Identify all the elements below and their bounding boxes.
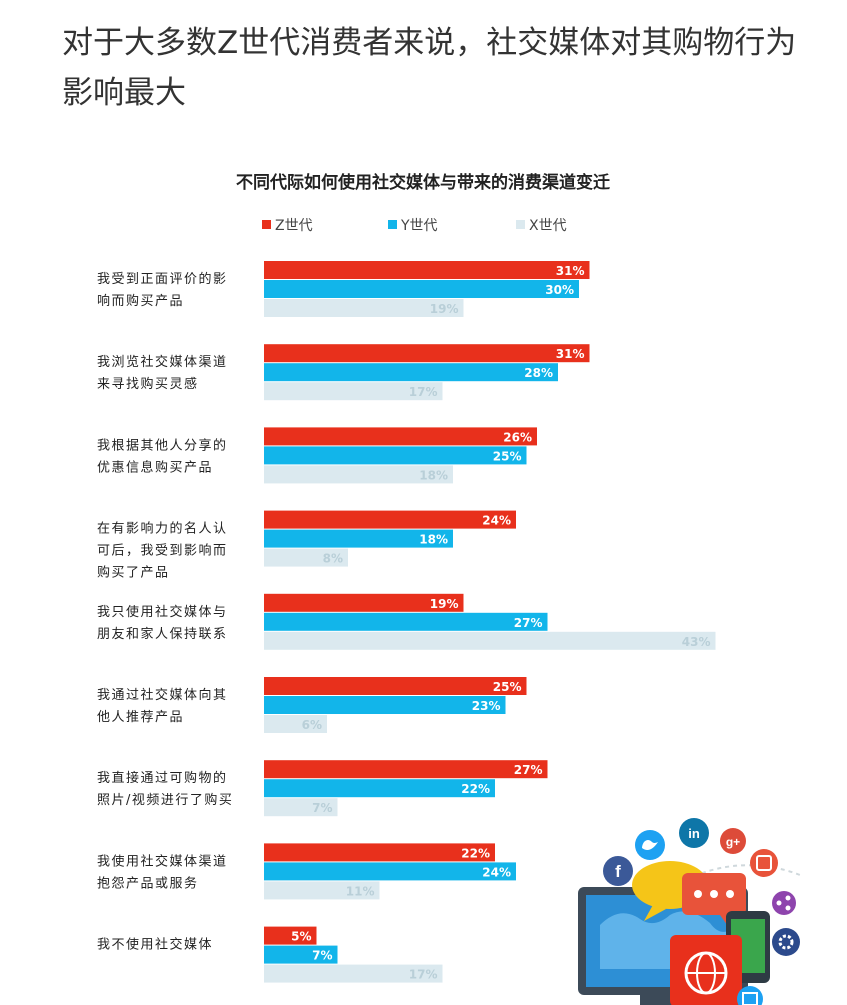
bar-value-6-2: 7%	[312, 801, 332, 815]
bar-8-0	[264, 926, 317, 945]
bar-2-1	[264, 446, 527, 465]
chart-title: 不同代际如何使用社交媒体与带来的消费渠道变迁	[236, 172, 610, 193]
bar-value-8-1: 7%	[312, 949, 332, 963]
bar-6-0	[264, 760, 548, 779]
bars-group: 31%30%19%31%28%17%26%25%18%24%18%8%19%27…	[264, 261, 716, 983]
bar-value-2-0: 26%	[503, 430, 532, 444]
bar-value-7-1: 24%	[482, 865, 511, 879]
bar-value-1-0: 31%	[556, 347, 585, 361]
bar-5-1	[264, 696, 506, 714]
category-labels: 我受到正面评价的影响而购买产品我浏览社交媒体渠道来寻找购买灵感我根据其他人分享的…	[97, 271, 233, 953]
bar-value-0-2: 19%	[430, 302, 459, 316]
category-label-3-0: 在有影响力的名人认	[97, 521, 228, 537]
video-icon	[737, 986, 763, 1005]
bar-5-0	[264, 677, 527, 695]
globe-icon	[684, 951, 728, 995]
linkedin-letter: in	[688, 826, 700, 841]
bar-7-2	[264, 881, 380, 900]
legend-swatch-0	[262, 220, 271, 229]
legend-swatch-2	[516, 220, 525, 229]
bar-4-2	[264, 631, 716, 650]
bar-value-1-2: 17%	[409, 385, 438, 399]
bar-4-0	[264, 593, 464, 612]
bar-value-4-0: 19%	[430, 597, 459, 611]
category-label-5-1: 他人推荐产品	[97, 710, 184, 725]
category-label-6-0: 我直接通过可购物的	[97, 770, 228, 786]
category-label-5-0: 我通过社交媒体向其	[97, 687, 228, 703]
bar-value-4-1: 27%	[514, 616, 543, 630]
bar-value-5-1: 23%	[472, 699, 501, 713]
bar-5-2	[264, 715, 327, 733]
bar-value-2-2: 18%	[419, 468, 448, 482]
bar-1-2	[264, 382, 443, 401]
bar-value-6-0: 27%	[514, 763, 543, 777]
legend-swatch-1	[388, 220, 397, 229]
bar-1-0	[264, 344, 590, 363]
bar-8-1	[264, 945, 338, 964]
legend-label-0: Z世代	[275, 218, 313, 234]
bar-value-5-2: 6%	[302, 718, 322, 732]
twitter-icon	[635, 830, 665, 860]
category-label-1-0: 我浏览社交媒体渠道	[97, 354, 228, 370]
bar-2-0	[264, 427, 537, 446]
social-media-illustration: f in g+	[570, 815, 847, 1005]
google-plus-icon: g+	[720, 828, 746, 854]
linkedin-icon: in	[679, 818, 709, 848]
bar-value-5-0: 25%	[493, 680, 522, 694]
category-label-7-1: 抱怨产品或服务	[97, 875, 199, 891]
bar-6-1	[264, 779, 495, 798]
category-label-8-0: 我不使用社交媒体	[97, 937, 213, 953]
bar-1-1	[264, 363, 558, 382]
page-headline: 对于大多数Z世代消费者来说，社交媒体对其购物行为影响最大	[62, 25, 797, 111]
legend-label-1: Y世代	[400, 218, 438, 234]
bar-value-7-2: 11%	[346, 884, 375, 898]
bar-value-6-1: 22%	[461, 782, 490, 796]
bar-2-2	[264, 465, 453, 484]
share-icon	[772, 891, 796, 915]
category-label-3-2: 购买了产品	[97, 565, 170, 581]
bar-7-0	[264, 843, 495, 862]
bar-value-3-2: 8%	[323, 552, 343, 566]
bar-3-1	[264, 529, 453, 548]
settings-icon	[772, 928, 800, 956]
bar-3-0	[264, 510, 516, 529]
bar-4-1	[264, 612, 548, 631]
chart-legend: Z世代 Y世代 X世代	[262, 218, 567, 234]
category-label-3-1: 可后，我受到影响而	[97, 543, 228, 559]
bar-8-2	[264, 964, 443, 983]
category-label-4-1: 朋友和家人保持联系	[97, 626, 228, 642]
category-label-2-0: 我根据其他人分享的	[97, 437, 228, 453]
bar-7-1	[264, 862, 516, 881]
category-label-6-1: 照片/视频进行了购买	[97, 792, 233, 808]
facebook-letter: f	[615, 862, 621, 881]
bar-value-3-0: 24%	[482, 514, 511, 528]
bar-value-1-1: 28%	[524, 366, 553, 380]
bar-value-0-0: 31%	[556, 264, 585, 278]
bar-0-1	[264, 280, 579, 298]
category-label-0-0: 我受到正面评价的影	[97, 271, 228, 287]
category-label-1-1: 来寻找购买灵感	[97, 376, 199, 392]
bar-chart: 不同代际如何使用社交媒体与带来的消费渠道变迁 Z世代 Y世代 X世代 31% 30% 1…	[97, 172, 716, 983]
bar-3-2	[264, 548, 348, 567]
bar-6-2	[264, 798, 338, 817]
bar-value-4-2: 43%	[682, 635, 711, 649]
facebook-icon: f	[603, 856, 633, 886]
category-label-0-1: 响而购买产品	[97, 293, 184, 309]
legend-label-2: X世代	[529, 218, 567, 234]
google-plus-letter: g+	[726, 835, 740, 849]
tablet-icon	[670, 935, 742, 1005]
edit-icon	[750, 849, 778, 877]
bar-value-8-0: 5%	[291, 930, 311, 944]
category-label-2-1: 优惠信息购买产品	[97, 459, 213, 475]
bar-value-7-0: 22%	[461, 846, 490, 860]
bar-value-8-2: 17%	[409, 968, 438, 982]
bar-value-0-1: 30%	[545, 283, 574, 297]
category-label-4-0: 我只使用社交媒体与	[97, 604, 228, 620]
bar-0-0	[264, 261, 590, 279]
bar-value-2-1: 25%	[493, 449, 522, 463]
bar-0-2	[264, 299, 464, 317]
bar-value-3-1: 18%	[419, 533, 448, 547]
category-label-7-0: 我使用社交媒体渠道	[97, 853, 228, 869]
